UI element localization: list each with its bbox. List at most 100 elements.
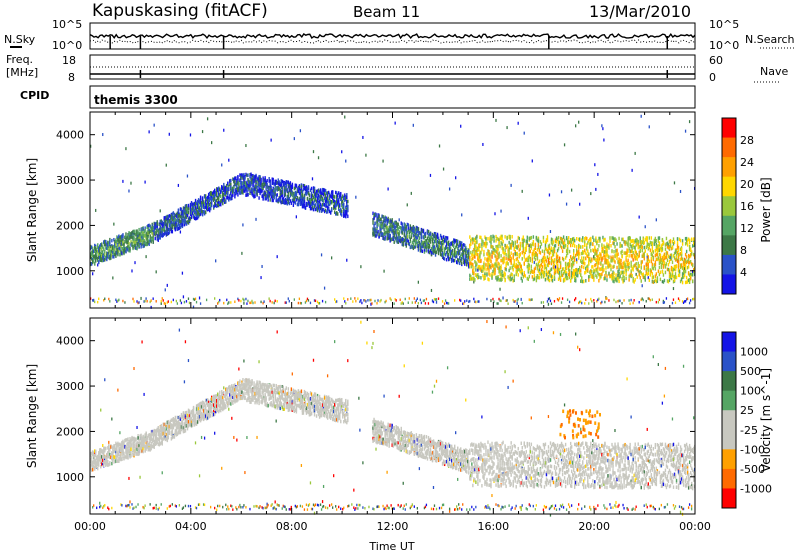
power-cell <box>631 244 633 248</box>
power-cell <box>546 272 549 276</box>
power-cell <box>565 276 568 281</box>
power-cell <box>313 189 316 193</box>
power-cell <box>151 227 153 232</box>
power-cell <box>476 252 478 257</box>
power-cell <box>332 199 334 204</box>
power-cell <box>334 298 336 301</box>
power-cell <box>226 195 228 200</box>
power-cell <box>648 245 651 250</box>
power-cell <box>457 260 459 265</box>
power-cell <box>502 239 504 244</box>
power-cell <box>141 235 143 240</box>
power-cell <box>449 249 452 253</box>
power-cell <box>134 261 136 265</box>
power-cell <box>245 187 247 191</box>
power-cell <box>208 192 211 197</box>
power-cell <box>220 202 222 207</box>
power-cell <box>404 227 406 231</box>
power-cell <box>186 174 189 178</box>
power-cell <box>599 239 601 243</box>
power-cell <box>318 204 321 208</box>
power-cell <box>574 244 576 248</box>
power-cell <box>535 253 538 257</box>
power-cell <box>188 216 191 220</box>
power-cell <box>342 200 344 204</box>
power-cell <box>559 278 562 282</box>
power-cell <box>167 219 170 224</box>
power-cell <box>508 235 510 239</box>
power-cell <box>289 181 292 185</box>
power-cell <box>396 222 398 226</box>
power-cell <box>316 196 319 200</box>
power-cell <box>375 213 377 218</box>
power-cell <box>548 243 551 248</box>
power-cell <box>204 199 207 204</box>
power-cell <box>546 255 549 259</box>
power-cell <box>458 248 460 253</box>
power-cell <box>619 244 621 249</box>
power-cell <box>490 265 492 270</box>
power-cell <box>419 298 422 302</box>
power-cell <box>529 270 532 275</box>
power-cell <box>146 225 148 229</box>
power-cell <box>469 245 471 249</box>
power-cell <box>261 264 263 268</box>
power-cell <box>657 246 660 250</box>
power-cell <box>417 246 420 250</box>
power-cell <box>445 250 448 255</box>
power-cell <box>247 185 249 189</box>
power-cell <box>380 227 382 231</box>
power-cell <box>557 267 560 272</box>
power-cell <box>641 245 643 249</box>
power-cell <box>385 218 387 222</box>
power-cell <box>414 232 417 236</box>
power-cell <box>309 206 312 211</box>
power-cell <box>450 259 453 263</box>
power-cell <box>284 193 287 197</box>
power-cell <box>215 199 217 203</box>
power-cell <box>641 273 643 277</box>
power-cell <box>491 252 493 257</box>
power-cell <box>174 219 177 224</box>
power-cell <box>568 240 571 245</box>
power-cell <box>438 241 441 245</box>
power-cell <box>346 207 348 211</box>
power-cell <box>637 261 639 266</box>
power-cell <box>464 259 466 264</box>
power-cell <box>176 224 179 229</box>
power-cell <box>553 268 556 272</box>
power-cell <box>323 209 326 214</box>
power-cell <box>638 272 640 277</box>
power-cell <box>211 199 213 204</box>
power-cell <box>195 213 198 218</box>
power-cell <box>594 163 596 167</box>
power-cell <box>186 220 189 224</box>
power-cell <box>167 214 170 219</box>
power-cell <box>618 267 620 272</box>
power-cell <box>106 251 108 255</box>
power-cell <box>337 212 339 216</box>
power-cell <box>343 211 345 216</box>
power-cell <box>263 180 265 185</box>
power-cell <box>374 234 376 238</box>
power-cell <box>330 195 333 199</box>
power-cell <box>581 279 583 284</box>
power-cell <box>370 298 372 302</box>
power-cell <box>255 179 257 183</box>
power-cell <box>613 249 615 254</box>
power-cell <box>578 254 580 258</box>
power-cell <box>347 199 349 204</box>
power-cell <box>385 299 387 303</box>
power-cell <box>628 265 630 270</box>
power-cell <box>486 267 488 272</box>
power-cell <box>533 277 536 281</box>
power-cell <box>551 249 554 254</box>
power-cell <box>620 262 622 267</box>
power-cell <box>277 198 279 202</box>
power-cell <box>206 195 209 200</box>
power-cell <box>474 278 476 282</box>
power-cell <box>298 191 301 195</box>
power-cell <box>488 277 490 282</box>
power-cell <box>115 254 117 258</box>
power-cell <box>579 202 581 206</box>
